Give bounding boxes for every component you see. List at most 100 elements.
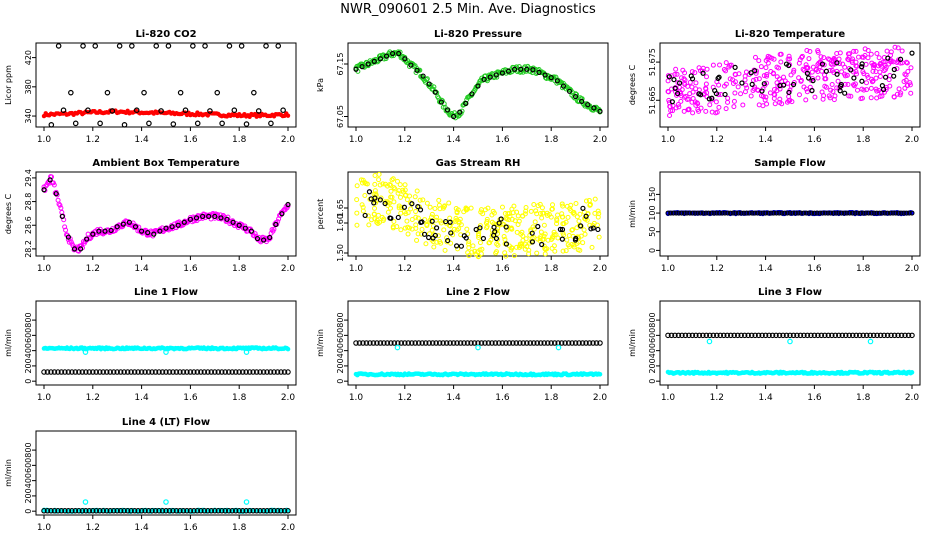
data-point [686, 107, 692, 113]
data-point [860, 210, 866, 216]
data-point [895, 332, 901, 339]
data-point [559, 211, 565, 217]
data-point [424, 221, 430, 227]
y-tick-label: 400 [24, 343, 33, 358]
data-point [843, 332, 849, 339]
data-point [892, 44, 898, 50]
x-tick-label: 1.6 [807, 393, 822, 403]
data-point [135, 508, 141, 514]
data-point [200, 213, 206, 219]
data-point [769, 332, 776, 339]
data-point [447, 215, 453, 221]
data-point [83, 508, 89, 514]
y-tick-label: 51.675 [648, 48, 657, 76]
data-point [231, 107, 238, 114]
data-point [454, 243, 460, 249]
data-point [898, 210, 904, 216]
data-point [524, 340, 530, 346]
series-black [41, 508, 291, 514]
data-point [41, 369, 47, 375]
data-point [408, 206, 414, 212]
data-point [592, 196, 598, 202]
data-point [675, 102, 681, 108]
data-point [874, 210, 880, 216]
data-point [187, 508, 194, 514]
y-axis-label: ml/min [628, 200, 637, 228]
data-point [485, 340, 492, 346]
data-point [278, 508, 284, 514]
data-point [723, 106, 729, 112]
data-point [818, 54, 824, 60]
data-point [48, 508, 54, 514]
data-point [398, 340, 405, 346]
data-point [158, 108, 164, 114]
data-point [576, 340, 582, 346]
data-point [354, 197, 360, 203]
panel-box-temp: Ambient Box Temperature degrees C 28.2 28.6… [4, 158, 297, 274]
data-point [725, 99, 731, 105]
data-point [414, 237, 420, 243]
data-point [274, 369, 281, 375]
data-point [850, 82, 856, 88]
data-point [403, 211, 409, 217]
data-point [526, 247, 532, 253]
plot-frame [35, 171, 297, 257]
data-point [151, 231, 157, 237]
data-point [853, 48, 859, 54]
outlier-point [394, 344, 401, 351]
data-point [535, 236, 541, 242]
data-point [909, 332, 915, 339]
data-point [723, 60, 729, 66]
data-point [451, 226, 457, 232]
data-point [722, 91, 728, 98]
data-point [759, 332, 765, 339]
data-point [84, 236, 90, 242]
data-point [901, 210, 907, 216]
data-point [367, 340, 373, 346]
x-tick-label: 1.4 [134, 264, 149, 274]
data-point [491, 232, 497, 238]
data-point [859, 78, 865, 84]
data-point [835, 78, 841, 84]
data-point [695, 210, 701, 216]
data-point [191, 369, 197, 375]
data-point [360, 340, 366, 346]
data-point [236, 222, 242, 228]
data-point [825, 210, 831, 216]
data-point [391, 199, 397, 205]
data-point [205, 369, 211, 375]
data-point [124, 508, 131, 514]
data-point [804, 48, 810, 54]
data-point [212, 369, 218, 375]
data-point [797, 332, 804, 339]
data-point [353, 340, 359, 346]
data-point [494, 241, 500, 247]
x-tick-label: 1.2 [86, 264, 100, 274]
data-point [738, 210, 744, 216]
x-tick-label: 1.0 [661, 264, 676, 274]
data-point [854, 63, 860, 69]
data-point [865, 74, 871, 80]
data-point [766, 332, 772, 339]
data-point [819, 61, 826, 67]
data-point [477, 223, 483, 229]
data-point [803, 210, 809, 216]
data-point [572, 237, 579, 243]
data-point [801, 210, 807, 216]
data-point [388, 188, 394, 194]
data-point [509, 245, 515, 251]
data-point [541, 233, 547, 239]
data-point [391, 340, 398, 346]
data-point [746, 210, 752, 216]
data-point [41, 187, 47, 193]
data-point [103, 369, 110, 375]
data-point [849, 210, 855, 216]
data-point [886, 61, 892, 67]
data-point [818, 332, 825, 339]
data-point [767, 90, 773, 96]
data-point [48, 122, 55, 128]
data-point [590, 340, 596, 346]
data-point [224, 216, 230, 222]
data-point [787, 210, 793, 216]
data-point [752, 210, 758, 216]
